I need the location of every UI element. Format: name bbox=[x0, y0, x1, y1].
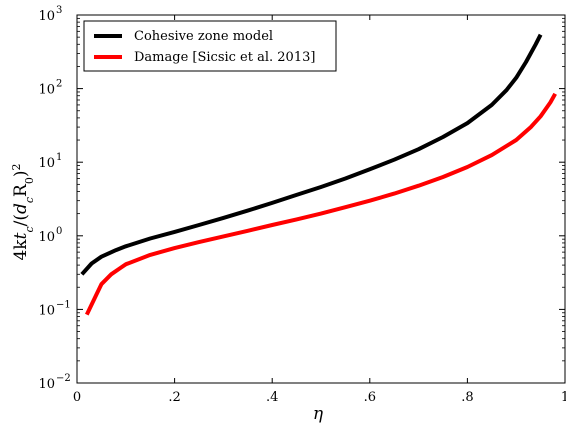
series-line-1 bbox=[84, 92, 557, 316]
y-axis-title: 4ktc/(dcR0)2 bbox=[10, 163, 36, 260]
y-tick-exponent: 3 bbox=[56, 5, 62, 16]
plot-frame bbox=[76, 14, 566, 384]
y-tick-label: 103 bbox=[38, 5, 62, 24]
y-label-part: t bbox=[11, 232, 31, 239]
y-tick-label: 10−1 bbox=[38, 299, 70, 318]
y-tick-exponent: −2 bbox=[56, 373, 71, 384]
y-tick-exponent: 0 bbox=[56, 226, 62, 237]
plot-area bbox=[76, 14, 566, 384]
series-line-0 bbox=[80, 33, 543, 276]
y-tick-base: 10 bbox=[38, 9, 55, 24]
y-label-part: ) bbox=[11, 170, 31, 177]
y-tick-base: 10 bbox=[38, 377, 55, 392]
y-label-subscript: c bbox=[23, 226, 36, 232]
y-tick-label: 100 bbox=[38, 226, 62, 245]
y-tick-label: 101 bbox=[38, 152, 62, 171]
legend: Cohesive zone model Damage [Sicsic et al.… bbox=[83, 20, 337, 72]
x-axis-label: η bbox=[313, 404, 324, 424]
x-tick-label: .4 bbox=[266, 390, 278, 405]
y-tick-exponent: 1 bbox=[56, 152, 62, 163]
y-tick-label: 102 bbox=[38, 79, 62, 98]
y-axis-label: 4ktc/(dcR0)2 bbox=[10, 163, 36, 260]
y-tick-exponent: −1 bbox=[56, 299, 71, 310]
x-axis-title: η bbox=[313, 404, 324, 424]
y-tick-base: 10 bbox=[38, 230, 55, 245]
y-tick-base: 10 bbox=[38, 83, 55, 98]
y-tick-exponent: 2 bbox=[56, 79, 62, 90]
y-tick-base: 10 bbox=[38, 156, 55, 171]
x-tick-label: 1 bbox=[561, 390, 566, 405]
y-label-part: R bbox=[11, 183, 31, 197]
x-tick-label: .2 bbox=[168, 390, 180, 405]
legend-label: Damage [Sicsic et al. 2013] bbox=[134, 50, 315, 65]
x-tick-label: 0 bbox=[73, 390, 81, 405]
x-tick-label: .6 bbox=[364, 390, 376, 405]
legend-label: Cohesive zone model bbox=[134, 29, 273, 44]
y-tick-base: 10 bbox=[38, 303, 55, 318]
y-label-superscript: 2 bbox=[10, 163, 23, 170]
y-label-part: 4k bbox=[11, 239, 31, 261]
y-label-subscript: c bbox=[23, 197, 36, 203]
y-label-part: d bbox=[11, 203, 31, 214]
y-label-part: /( bbox=[11, 214, 31, 226]
x-tick-label: .8 bbox=[461, 390, 473, 405]
y-label-subscript: 0 bbox=[23, 177, 36, 184]
legend-box bbox=[83, 20, 337, 72]
y-tick-label: 10−2 bbox=[38, 373, 70, 392]
